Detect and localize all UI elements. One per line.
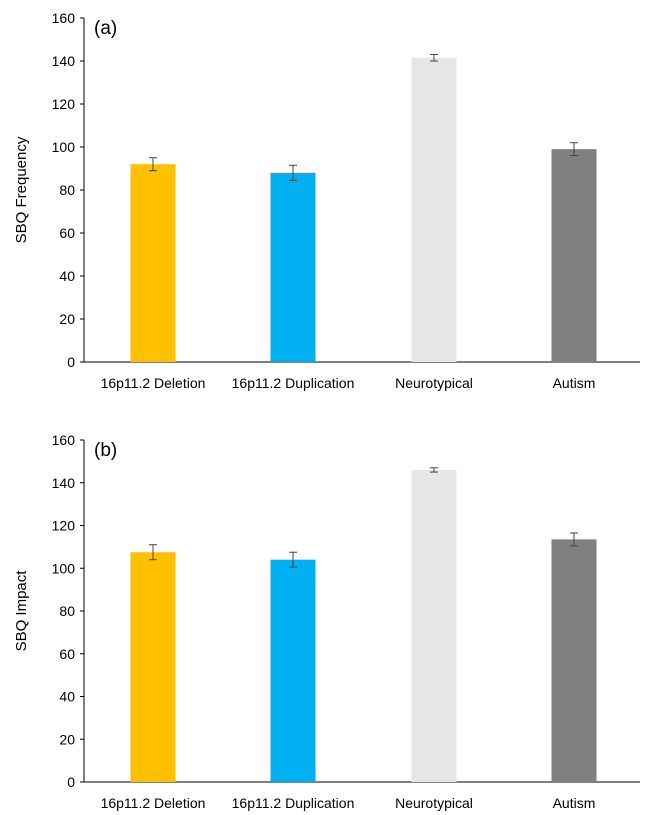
- error-bar: [430, 54, 438, 62]
- y-tick-label: 100: [52, 560, 76, 576]
- x-tick-label: 16p11.2 Duplication: [232, 795, 355, 811]
- y-tick-label: 140: [52, 53, 76, 69]
- y-tick-label: 140: [52, 475, 76, 491]
- x-tick-label: 16p11.2 Deletion: [101, 375, 206, 391]
- error-bar: [570, 532, 578, 547]
- y-tick-label: 120: [52, 96, 76, 112]
- bar: [270, 172, 316, 362]
- bar: [130, 552, 176, 782]
- panel-label: (a): [94, 18, 117, 39]
- y-tick-label: 160: [52, 10, 76, 26]
- x-tick-label: 16p11.2 Duplication: [232, 375, 355, 391]
- bar: [411, 469, 457, 782]
- y-axis-label: SBQ Frequency: [13, 136, 30, 243]
- y-tick-label: 0: [67, 354, 75, 370]
- y-tick-label: 100: [52, 139, 76, 155]
- y-tick-label: 40: [59, 689, 75, 705]
- y-tick-label: 120: [52, 518, 76, 534]
- x-tick-label: Autism: [553, 375, 596, 391]
- y-tick-label: 60: [59, 646, 75, 662]
- bar: [270, 559, 316, 782]
- bar: [411, 57, 457, 363]
- x-tick-label: Neurotypical: [395, 375, 473, 391]
- error-bar: [149, 157, 157, 172]
- x-tick-label: Autism: [553, 795, 596, 811]
- panel-label: (b): [94, 440, 117, 461]
- error-bar: [149, 544, 157, 561]
- y-axis-label: SBQ Impact: [13, 570, 30, 652]
- bar: [130, 164, 176, 362]
- y-tick-label: 160: [52, 432, 76, 448]
- error-bar: [289, 551, 297, 568]
- x-tick-label: Neurotypical: [395, 795, 473, 811]
- y-tick-label: 40: [59, 268, 75, 284]
- y-tick-label: 20: [59, 731, 75, 747]
- bar: [551, 539, 597, 782]
- y-tick-label: 80: [59, 182, 75, 198]
- chart-panel-a: 0 20 40 60 80 100 120 140 160 16p11.2 Deletion 16p…: [13, 10, 640, 391]
- error-bar: [289, 164, 297, 181]
- bar: [551, 149, 597, 362]
- y-tick-label: 20: [59, 311, 75, 327]
- error-bar: [430, 467, 438, 473]
- x-tick-label: 16p11.2 Deletion: [101, 795, 206, 811]
- chart-panel-b: 0 20 40 60 80 100 120 140 160 16p11.2 Deletion 16p…: [13, 432, 640, 811]
- y-tick-label: 60: [59, 225, 75, 241]
- y-tick-label: 80: [59, 603, 75, 619]
- error-bar: [570, 142, 578, 157]
- y-tick-label: 0: [67, 774, 75, 790]
